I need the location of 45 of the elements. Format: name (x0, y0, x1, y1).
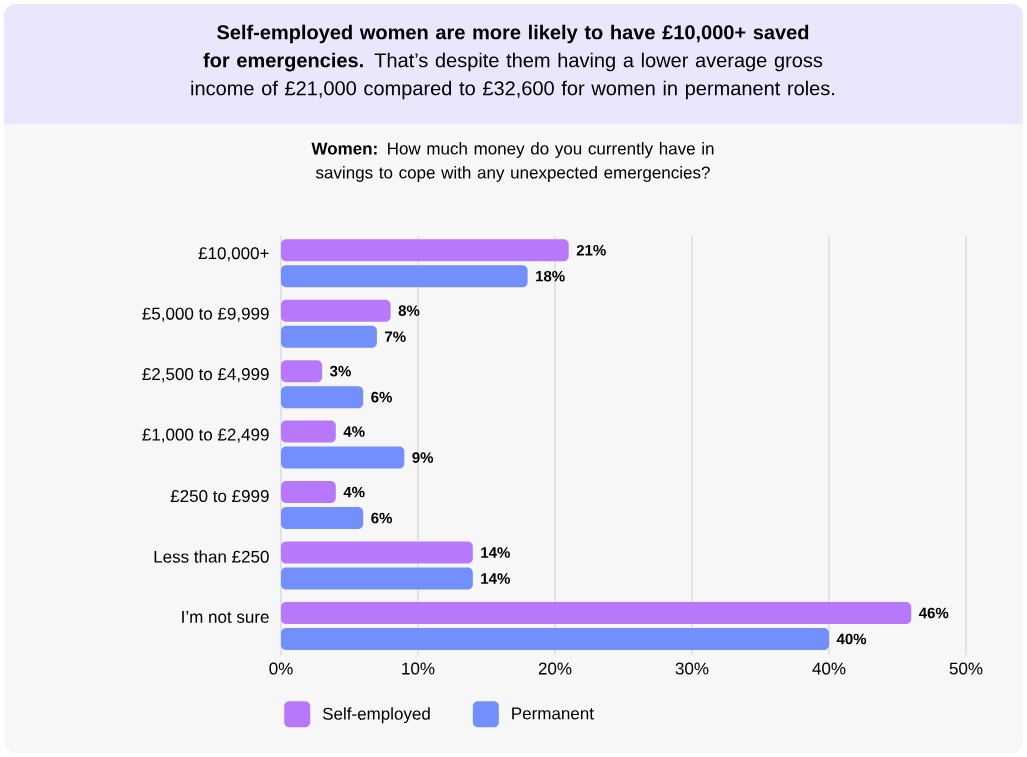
bar (281, 265, 528, 288)
data-label: 4% (343, 486, 365, 498)
bar (281, 386, 364, 409)
data-label: 40% (836, 633, 867, 645)
data-label: 9% (412, 452, 434, 463)
data-label: 14% (481, 547, 510, 558)
chart-title: Self-employed women are more likely to have £10,000+ saved for emergencies. That’s despite them having a lower average gross income of £21,000 compared to £32,600 for women in permanent roles. (191, 24, 835, 100)
bar (281, 446, 405, 469)
y-tick-label: Less than £250 (154, 550, 269, 563)
x-tick-label: 10% (402, 662, 435, 675)
chart-subtitle: Women: How much money do you currently have in savings to cope with any unexpected emergencies? (311, 142, 714, 182)
bar (281, 360, 323, 383)
bar (281, 299, 391, 322)
bar (281, 567, 473, 590)
y-tick-label: £1,000 to £2,499 (142, 428, 269, 443)
y-tick-label: £2,500 to £4,999 (142, 368, 269, 383)
bar (281, 601, 912, 624)
x-tick-label: 0% (269, 662, 293, 675)
data-label: 3% (329, 365, 351, 377)
bar (281, 239, 569, 262)
data-label: 6% (371, 512, 392, 524)
bar (281, 541, 473, 564)
data-label: 46% (918, 607, 949, 619)
y-tick-label: I’m not sure (182, 611, 269, 623)
data-label: 18% (536, 270, 565, 282)
data-label: 4% (343, 426, 365, 437)
x-tick-label: 20% (538, 662, 572, 675)
x-tick-label: 30% (675, 662, 709, 675)
y-tick-label: £250 to £999 (170, 490, 269, 503)
y-tick-label: £5,000 to £9,999 (142, 307, 269, 322)
bar (281, 420, 336, 443)
x-tick-label: 50% (949, 662, 983, 675)
bar (281, 325, 377, 348)
data-label: 7% (385, 331, 406, 342)
legend-label: Permanent (512, 707, 594, 720)
data-label: 6% (371, 391, 392, 403)
bar (281, 627, 830, 650)
bar (281, 507, 364, 530)
data-label: 8% (398, 305, 420, 316)
bar (281, 481, 336, 504)
data-label: 14% (481, 573, 510, 584)
x-tick-label: 40% (812, 662, 846, 675)
legend-label: Self-employed (322, 707, 430, 724)
y-tick-label: £10,000+ (198, 247, 269, 262)
data-label: 21% (576, 244, 606, 256)
